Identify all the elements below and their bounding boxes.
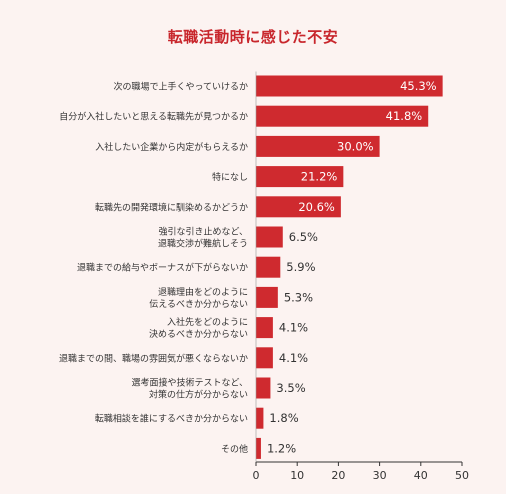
category-label-7: 退職までの給与やボーナスが下がらないか [77,262,248,274]
x-tick-label-10: 10 [290,469,304,482]
bar-13 [256,437,261,459]
bar-11 [256,377,271,399]
value-label-4: 21.2% [301,170,338,184]
bar-5 [256,196,341,218]
x-tick-label-20: 20 [331,469,345,482]
category-label-2: 自分が入社したいと思える転職先が見つかるか [59,111,248,123]
value-label-13: 1.2% [267,441,296,455]
bar-10 [256,347,273,369]
category-label-13: その他 [221,443,248,455]
x-tick-label-50: 50 [455,469,469,482]
bar-7 [256,256,281,278]
chart-title: 転職活動時に感じた不安 [167,28,339,46]
bar-3 [256,135,380,157]
x-tick-label-30: 30 [373,469,387,482]
x-tick-label-40: 40 [414,469,428,482]
x-tick-label-0: 0 [253,469,260,482]
category-label-4: 特になし [212,171,248,183]
bar-8 [256,286,278,308]
value-label-9: 4.1% [279,321,308,335]
value-label-3: 30.0% [337,139,374,153]
bar-4 [256,166,344,188]
value-label-7: 5.9% [286,260,315,274]
category-label-11: 選考面接や技術テストなど、対策の仕方が分からない [131,377,248,401]
value-label-1: 45.3% [400,79,437,93]
category-label-5: 転職先の開発環境に馴染めるかどうか [95,201,248,213]
value-label-6: 6.5% [289,230,318,244]
value-label-8: 5.3% [284,290,313,304]
bar-6 [256,226,283,248]
bar-12 [256,407,264,429]
category-label-6: 強引な引き止めなど、退職交渉が難航しそう [158,226,248,250]
category-label-9: 入社先をどのように決めるべきか分からない [149,316,248,340]
value-label-12: 1.8% [269,411,298,425]
bar-1 [256,75,443,97]
value-label-5: 20.6% [298,200,335,214]
category-label-3: 入社したい企業から内定がもらえるか [95,141,248,153]
category-label-1: 次の職場で上手くやっていけるか [113,81,248,93]
bar-2 [256,105,429,127]
value-label-2: 41.8% [386,109,423,123]
value-label-11: 3.5% [276,381,305,395]
category-label-12: 転職相談を誰にするべきか分からない [95,413,248,425]
bar-9 [256,317,273,339]
value-label-10: 4.1% [279,351,308,365]
category-label-8: 退職理由をどのように伝えるべきか分からない [149,286,248,310]
category-label-10: 退職までの間、職場の雰囲気が悪くならないか [59,352,248,364]
